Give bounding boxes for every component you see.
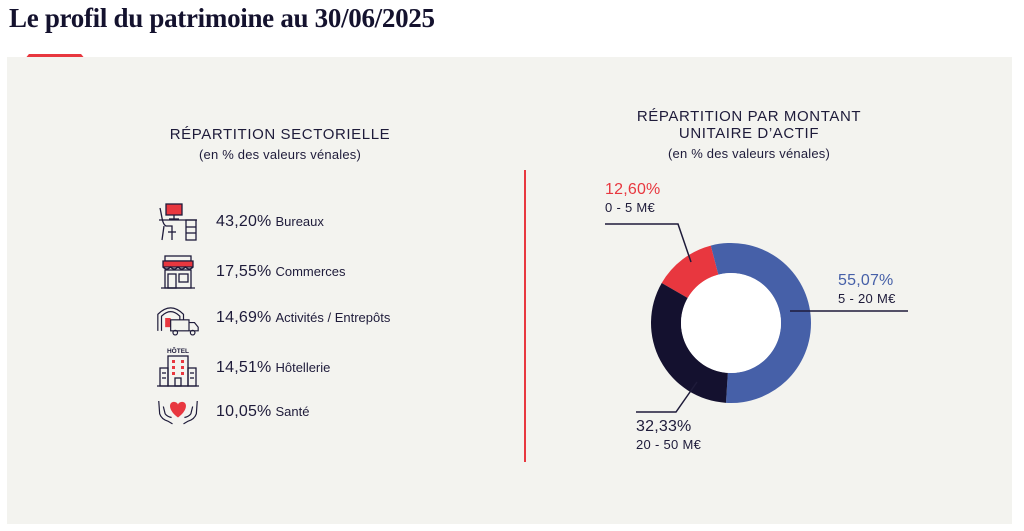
sector-pct: 14,51% <box>216 359 272 376</box>
sector-pct: 43,20% <box>216 213 272 230</box>
patrimoine-panel <box>7 57 1012 524</box>
sector-pct: 14,69% <box>216 309 272 326</box>
donut-title-line1: RÉPARTITION PAR MONTANT <box>636 108 862 125</box>
donut-pct-medium: 55,07% <box>838 272 894 289</box>
donut-range-medium: 5 - 20 M€ <box>838 291 896 306</box>
sector-row-bureaux: 43,20% Bureaux <box>156 202 324 242</box>
sector-label: Activités / Entrepôts <box>275 310 391 325</box>
sector-title: RÉPARTITION SECTORIELLE <box>169 126 391 143</box>
section-divider <box>524 170 526 462</box>
sector-row-activites: 14,69% Activités / Entrepôts <box>156 298 390 338</box>
heart-hands-icon <box>156 392 200 432</box>
page-title: Le profil du patrimoine au 30/06/2025 <box>9 3 435 33</box>
office-desk-icon <box>156 202 200 242</box>
donut-pct-small: 12,60% <box>605 181 661 198</box>
sector-subtitle: (en % des valeurs vénales) <box>199 147 361 162</box>
donut-range-small: 0 - 5 M€ <box>605 200 656 215</box>
sector-row-commerces: 17,55% Commerces <box>156 252 346 292</box>
donut-label-small: 12,60% 0 - 5 M€ <box>605 181 660 217</box>
sector-row-hotellerie: HÔTEL 14,51% Hôtellerie <box>156 346 331 388</box>
donut-title-line2: UNITAIRE D’ACTIF <box>678 125 820 142</box>
donut-subtitle: (en % des valeurs vénales) <box>668 146 830 161</box>
storefront-icon <box>156 252 200 292</box>
donut-pct-large: 32,33% <box>636 418 692 435</box>
donut-label-large: 32,33% 20 - 50 M€ <box>636 418 701 454</box>
sector-label: Santé <box>275 404 310 419</box>
sector-label: Bureaux <box>275 214 324 229</box>
hotel-sign-text: HÔTEL <box>167 346 189 355</box>
donut-title: RÉPARTITION PAR MONTANT UNITAIRE D’ACTIF <box>620 108 878 142</box>
donut-label-medium: 55,07% 5 - 20 M€ <box>838 272 896 308</box>
warehouse-truck-icon <box>156 298 200 338</box>
sector-row-sante: 10,05% Santé <box>156 392 309 432</box>
sector-pct: 17,55% <box>216 263 272 280</box>
sector-pct: 10,05% <box>216 403 272 420</box>
donut-range-large: 20 - 50 M€ <box>636 437 702 452</box>
hotel-building-icon: HÔTEL <box>156 346 200 388</box>
sector-label: Hôtellerie <box>275 360 331 375</box>
sector-label: Commerces <box>275 264 346 279</box>
